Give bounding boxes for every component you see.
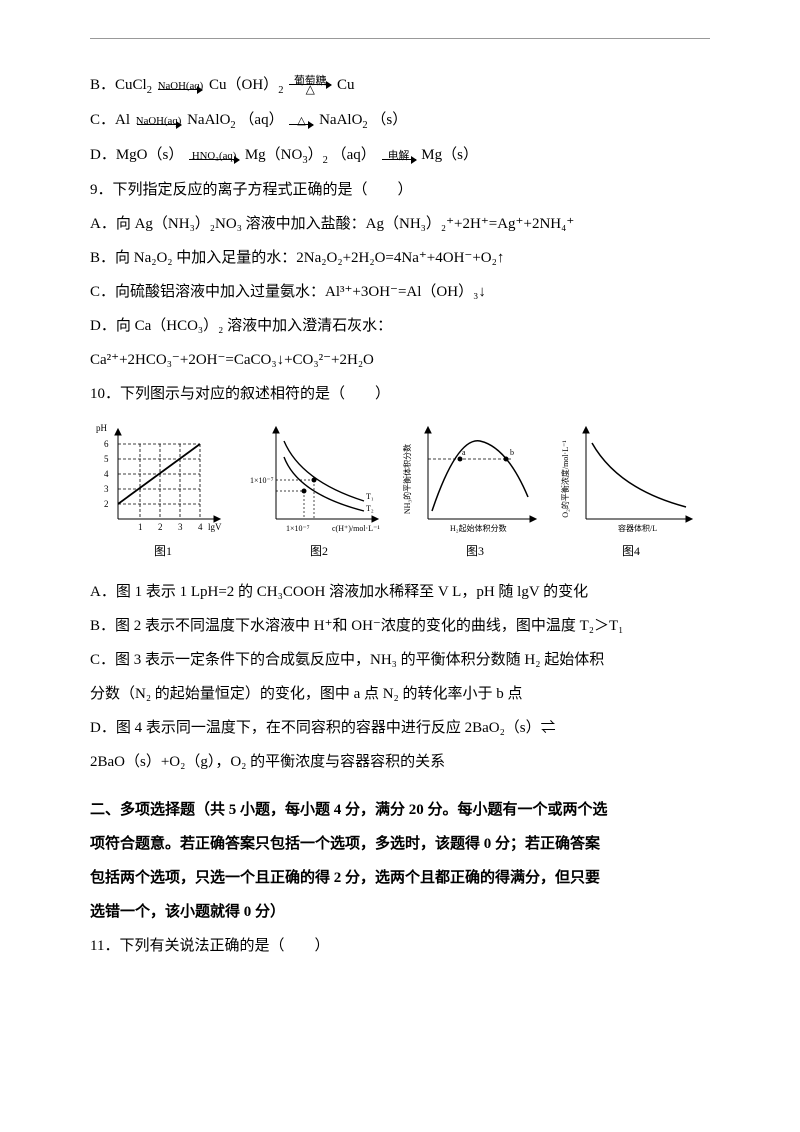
svg-text:容器体积/L: 容器体积/L: [618, 523, 657, 533]
q10-option-c: C．图 3 表示一定条件下的合成氨反应中，NH₃ 的平衡体积分数随 H₂ 起始体…: [90, 645, 710, 675]
q9-option-b: B．向 Na₂O₂ 中加入足量的水：2Na₂O₂+2H₂O=4Na⁺+4OH⁻+…: [90, 243, 710, 273]
chart-4: O₂的平衡浓度/mol·L⁻¹ 容器体积/L 图4: [558, 419, 704, 563]
q9-option-d-cont: Ca²⁺+2HCO₃⁻+2OH⁻=CaCO₃↓+CO₃²⁻+2H₂O: [90, 345, 710, 375]
q9-option-d: D．向 Ca（HCO₃）₂ 溶液中加入澄清石灰水：: [90, 311, 710, 341]
text: NaAlO: [319, 112, 362, 128]
page-top-rule: [90, 38, 710, 39]
reaction-arrow: 葡萄糖 △: [289, 76, 331, 96]
chart-1: pH 6 5 4 3 2 1 2 3 4 lgV 图1: [90, 419, 236, 563]
svg-text:3: 3: [178, 522, 183, 532]
svg-text:1: 1: [138, 522, 143, 532]
text: C．Al: [90, 112, 130, 128]
q9-option-a: A．向 Ag（NH₃）₂NO₃ 溶液中加入盐酸：Ag（NH₃）₂⁺+2H⁺=Ag…: [90, 209, 710, 239]
reaction-arrow: 电解: [382, 151, 416, 161]
svg-text:lgV: lgV: [208, 522, 222, 532]
text: （aq）: [239, 112, 283, 128]
text: Cu（OH）: [209, 77, 278, 93]
svg-text:NH₃的平衡体积分数: NH₃的平衡体积分数: [402, 444, 412, 514]
charts-row: pH 6 5 4 3 2 1 2 3 4 lgV 图1: [90, 419, 710, 563]
chart-caption: 图1: [90, 539, 236, 563]
svg-text:2: 2: [104, 499, 109, 509]
text: D．MgO（s）: [90, 147, 183, 163]
text: Cu: [337, 77, 355, 93]
reaction-arrow: NaOH(aq): [136, 116, 182, 126]
svg-text:1×10⁻⁷: 1×10⁻⁷: [286, 524, 310, 533]
svg-text:1×10⁻⁷: 1×10⁻⁷: [250, 476, 274, 485]
svg-text:T₁: T₁: [366, 492, 374, 501]
text: （s）: [371, 112, 407, 128]
chart-caption: 图2: [246, 539, 392, 563]
q10-option-c-cont: 分数（N₂ 的起始量恒定）的变化，图中 a 点 N₂ 的转化率小于 b 点: [90, 679, 710, 709]
svg-text:4: 4: [104, 469, 109, 479]
q10-stem: 10．下列图示与对应的叙述相符的是（ ）: [90, 379, 710, 409]
q10-option-d: D．图 4 表示同一温度下，在不同容积的容器中进行反应 2BaO₂（s）⇌: [90, 713, 710, 743]
text: B．CuCl: [90, 77, 147, 93]
text: NaAlO: [187, 112, 230, 128]
svg-text:O₂的平衡浓度/mol·L⁻¹: O₂的平衡浓度/mol·L⁻¹: [560, 440, 570, 518]
q9-option-c: C．向硫酸铝溶液中加入过量氨水：Al³⁺+3OH⁻=Al（OH）₃↓: [90, 277, 710, 307]
svg-text:3: 3: [104, 484, 109, 494]
text: （aq）: [332, 147, 376, 163]
text: Mg（NO: [245, 147, 303, 163]
svg-text:H₂起始体积分数: H₂起始体积分数: [450, 523, 507, 533]
section-2-title: 包括两个选项，只选一个且正确的得 2 分，选两个且都正确的得满分，但只要: [90, 863, 710, 893]
q8-option-d: D．MgO（s） HNO₃(aq) Mg（NO3）2 （aq） 电解 Mg（s）: [90, 140, 710, 171]
text: Mg（s）: [421, 147, 478, 163]
svg-text:6: 6: [104, 439, 109, 449]
q10-option-a: A．图 1 表示 1 LpH=2 的 CH₃COOH 溶液加水稀释至 V L，p…: [90, 577, 710, 607]
reaction-arrow: HNO₃(aq): [189, 151, 239, 161]
q8-option-c: C．Al NaOH(aq) NaAlO2 （aq） △ NaAlO2 （s）: [90, 105, 710, 136]
chart-caption: 图4: [558, 539, 704, 563]
svg-text:b: b: [510, 448, 514, 457]
q11-stem: 11．下列有关说法正确的是（ ）: [90, 931, 710, 961]
section-2-title: 选错一个，该小题就得 0 分）: [90, 897, 710, 927]
svg-text:c(H⁺)/mol·L⁻¹: c(H⁺)/mol·L⁻¹: [332, 524, 380, 533]
q10-option-b: B．图 2 表示不同温度下水溶液中 H⁺和 OH⁻浓度的变化的曲线，图中温度 T…: [90, 611, 710, 641]
q10-option-d-cont: 2BaO（s）+O₂（g），O₂ 的平衡浓度与容器容积的关系: [90, 747, 710, 777]
svg-text:a: a: [462, 448, 466, 457]
svg-text:2: 2: [158, 522, 163, 532]
svg-text:T₂: T₂: [366, 504, 374, 513]
q9-stem: 9．下列指定反应的离子方程式正确的是（ ）: [90, 175, 710, 205]
q8-option-b: B．CuCl2 NaOH(aq) Cu（OH）2 葡萄糖 △ Cu: [90, 70, 710, 101]
chart-3: NH₃的平衡体积分数 a b H₂起始体积分数 图3: [402, 419, 548, 563]
section-2-title: 项符合题意。若正确答案只包括一个选项，多选时，该题得 0 分；若正确答案: [90, 829, 710, 859]
chart-caption: 图3: [402, 539, 548, 563]
svg-text:4: 4: [198, 522, 203, 532]
svg-text:pH: pH: [96, 423, 108, 433]
chart-2: c(OH⁻)/mol·L⁻¹ 1×10⁻⁷ 1×10⁻⁷ c(H⁺)/mol·L…: [246, 419, 392, 563]
svg-text:5: 5: [104, 454, 109, 464]
section-2-title: 二、多项选择题（共 5 小题，每小题 4 分，满分 20 分。每小题有一个或两个…: [90, 795, 710, 825]
reaction-arrow: NaOH(aq): [158, 81, 204, 91]
reaction-arrow: △: [289, 116, 313, 126]
